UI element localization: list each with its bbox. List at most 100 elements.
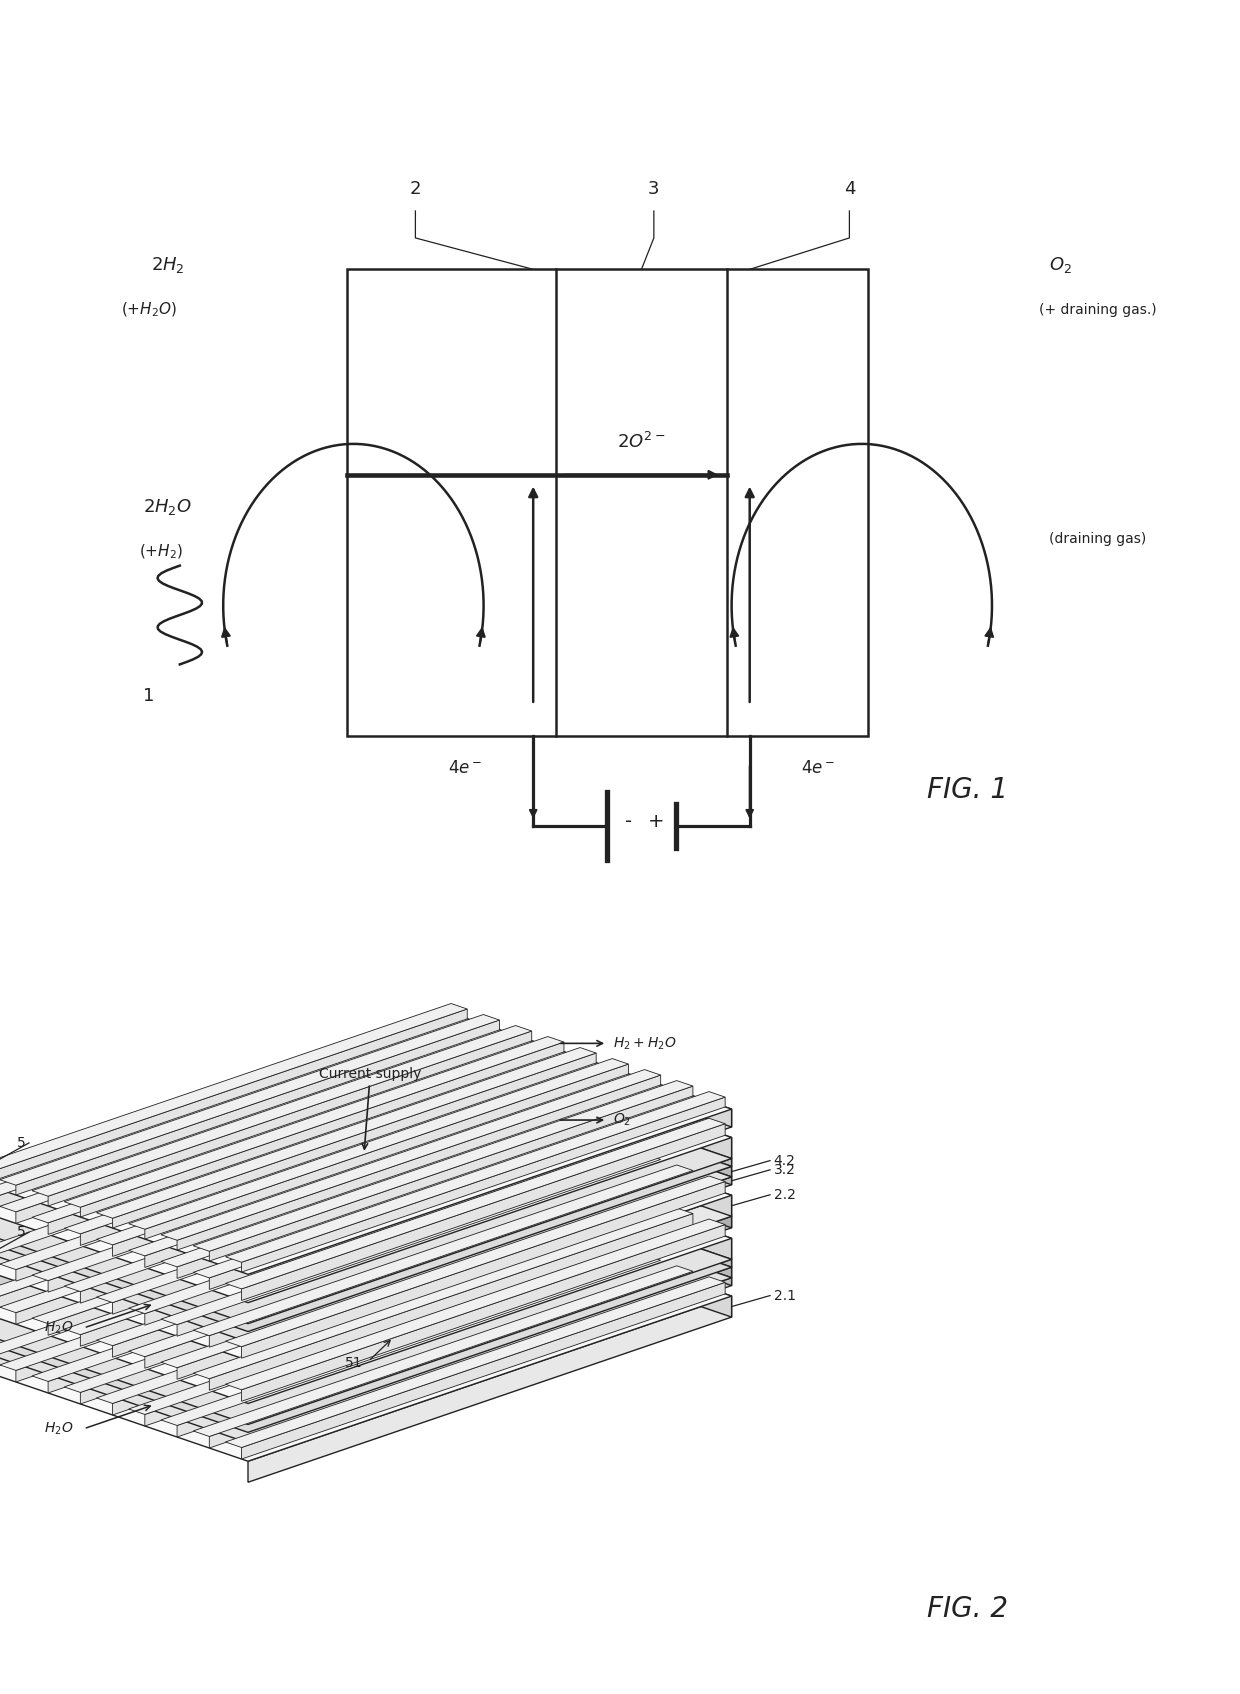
Text: 51: 51 — [345, 1357, 362, 1370]
Polygon shape — [0, 1093, 467, 1270]
Polygon shape — [64, 1037, 564, 1208]
Polygon shape — [0, 1160, 732, 1425]
Polygon shape — [0, 1010, 732, 1274]
Polygon shape — [145, 1191, 629, 1369]
Text: $4e^-$: $4e^-$ — [448, 759, 482, 776]
Polygon shape — [32, 1154, 532, 1323]
Text: (draining gas): (draining gas) — [1049, 532, 1146, 545]
Polygon shape — [161, 1198, 661, 1367]
Polygon shape — [129, 1143, 629, 1313]
Polygon shape — [16, 1204, 500, 1382]
Polygon shape — [248, 1177, 732, 1350]
Text: 2.1: 2.1 — [774, 1289, 796, 1303]
Polygon shape — [226, 1118, 725, 1289]
Text: $4e^-$: $4e^-$ — [801, 759, 835, 776]
Polygon shape — [129, 1086, 629, 1255]
Polygon shape — [0, 1142, 500, 1313]
Polygon shape — [129, 1186, 629, 1357]
Polygon shape — [97, 1074, 596, 1245]
Polygon shape — [64, 1164, 564, 1335]
Polygon shape — [0, 1088, 467, 1259]
Text: 5: 5 — [16, 1137, 25, 1150]
Polygon shape — [145, 1091, 629, 1267]
Text: +: + — [647, 811, 665, 832]
Polygon shape — [0, 1096, 732, 1360]
Polygon shape — [242, 1098, 725, 1272]
Polygon shape — [177, 1076, 661, 1250]
Text: $O_2$: $O_2$ — [614, 1111, 631, 1128]
Polygon shape — [248, 1216, 732, 1392]
Text: 5: 5 — [16, 1225, 25, 1240]
Polygon shape — [81, 1169, 564, 1347]
Text: 4.2: 4.2 — [774, 1154, 796, 1167]
Polygon shape — [0, 1199, 500, 1370]
Polygon shape — [81, 1069, 564, 1245]
Polygon shape — [113, 1181, 596, 1357]
Text: 2.2: 2.2 — [774, 1187, 796, 1201]
Text: $2H_2$: $2H_2$ — [150, 254, 185, 274]
Polygon shape — [0, 1189, 467, 1359]
Polygon shape — [48, 1216, 532, 1392]
Polygon shape — [248, 1296, 732, 1482]
Polygon shape — [441, 1067, 732, 1177]
Polygon shape — [0, 1003, 467, 1174]
Polygon shape — [193, 1208, 693, 1379]
Text: $H_2 + H_2O$: $H_2 + H_2O$ — [614, 1035, 677, 1052]
Polygon shape — [113, 1238, 596, 1414]
Text: 2: 2 — [409, 180, 422, 198]
Polygon shape — [226, 1091, 725, 1262]
Polygon shape — [64, 1221, 564, 1392]
Text: $(+ H_2)$: $(+ H_2)$ — [139, 544, 184, 561]
Text: $2H_2O$: $2H_2O$ — [143, 498, 192, 517]
Polygon shape — [248, 1167, 732, 1342]
Polygon shape — [193, 1108, 693, 1277]
Text: FIG. 2: FIG. 2 — [926, 1596, 1008, 1623]
Polygon shape — [210, 1213, 693, 1391]
Polygon shape — [242, 1282, 725, 1459]
Text: 4: 4 — [843, 180, 856, 198]
Polygon shape — [16, 1020, 500, 1194]
Polygon shape — [0, 1179, 732, 1443]
Polygon shape — [248, 1137, 732, 1323]
Polygon shape — [0, 1099, 500, 1269]
Polygon shape — [248, 1277, 732, 1450]
Polygon shape — [0, 1059, 732, 1323]
Polygon shape — [32, 1025, 532, 1196]
Text: $H_2O$: $H_2O$ — [45, 1421, 73, 1437]
Polygon shape — [177, 1203, 661, 1379]
Text: $O_2$: $O_2$ — [1049, 254, 1071, 274]
Polygon shape — [441, 1169, 732, 1277]
Polygon shape — [441, 1198, 732, 1318]
Polygon shape — [16, 1047, 500, 1223]
Text: $2O^{2-}$: $2O^{2-}$ — [618, 432, 666, 452]
Polygon shape — [0, 1038, 732, 1303]
Polygon shape — [129, 1059, 629, 1230]
Polygon shape — [48, 1115, 532, 1293]
Text: 1: 1 — [143, 686, 155, 705]
Polygon shape — [0, 1116, 732, 1381]
Polygon shape — [193, 1081, 693, 1252]
Text: $(+ H_2O)$: $(+ H_2O)$ — [120, 300, 177, 318]
Polygon shape — [441, 1038, 732, 1159]
Bar — [347, 269, 868, 737]
Polygon shape — [193, 1165, 693, 1335]
Polygon shape — [97, 1233, 596, 1403]
Polygon shape — [48, 1057, 532, 1235]
Polygon shape — [32, 1211, 532, 1381]
Polygon shape — [113, 1137, 596, 1315]
Polygon shape — [177, 1159, 661, 1337]
Text: -: - — [625, 811, 632, 832]
Polygon shape — [0, 1198, 732, 1462]
Polygon shape — [441, 1179, 732, 1286]
Polygon shape — [0, 1132, 467, 1301]
Text: $H_2O$: $H_2O$ — [45, 1320, 73, 1337]
Polygon shape — [113, 1054, 596, 1228]
Polygon shape — [161, 1096, 661, 1267]
Polygon shape — [441, 1077, 732, 1184]
Polygon shape — [210, 1270, 693, 1448]
Polygon shape — [441, 1059, 732, 1167]
Polygon shape — [248, 1110, 732, 1293]
Polygon shape — [145, 1248, 629, 1426]
Polygon shape — [0, 1015, 500, 1186]
Polygon shape — [441, 1116, 732, 1228]
